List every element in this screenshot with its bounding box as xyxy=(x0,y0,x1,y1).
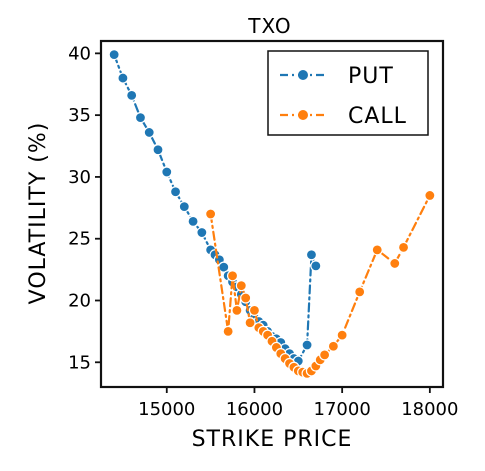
x-tick-label-1: 16000 xyxy=(226,399,283,420)
point-put-6 xyxy=(161,166,173,178)
point-put-2 xyxy=(126,89,138,101)
legend-put-label: PUT xyxy=(348,64,394,89)
legend-put-marker xyxy=(298,70,308,80)
y-tick-label-3: 30 xyxy=(68,167,91,188)
point-call-25 xyxy=(336,329,348,341)
point-put-0 xyxy=(108,48,120,61)
point-put-9 xyxy=(187,215,199,228)
point-call-27 xyxy=(371,244,383,256)
legend-call-label: CALL xyxy=(348,104,407,129)
y-axis-title: VOLATILITY (%) xyxy=(26,122,51,305)
point-put-3 xyxy=(134,112,147,124)
y-tick-label-1: 20 xyxy=(68,291,91,312)
x-tick-label-3: 18000 xyxy=(401,399,458,420)
series-layer xyxy=(108,48,436,380)
chart-title: TXO xyxy=(247,14,291,38)
point-call-26 xyxy=(354,286,366,298)
y-tick-label-0: 15 xyxy=(68,352,91,373)
x-axis-title: STRIKE PRICE xyxy=(192,427,353,452)
y-axis-ticks: 15 20 25 30 35 40 xyxy=(68,43,101,373)
y-tick-label-5: 40 xyxy=(68,43,91,64)
point-call-1 xyxy=(222,325,234,337)
point-put-1 xyxy=(117,72,129,84)
point-call-5 xyxy=(240,292,252,304)
point-put-5 xyxy=(152,144,164,156)
x-tick-label-0: 15000 xyxy=(138,399,195,420)
point-put-8 xyxy=(178,200,190,213)
point-put-33 xyxy=(305,249,318,261)
legend-box xyxy=(267,50,429,136)
series-call xyxy=(205,189,436,380)
y-tick-label-4: 35 xyxy=(68,105,91,126)
point-put-34 xyxy=(310,260,322,272)
point-call-24 xyxy=(327,340,339,352)
point-put-7 xyxy=(169,186,182,198)
point-call-3 xyxy=(231,304,243,316)
point-call-29 xyxy=(397,241,410,253)
legend-call-marker xyxy=(298,110,308,120)
point-call-6 xyxy=(244,317,256,329)
point-put-4 xyxy=(143,126,155,139)
point-put-32 xyxy=(301,339,313,351)
point-call-0 xyxy=(205,208,217,220)
x-axis-ticks: 15000 16000 17000 18000 xyxy=(138,387,458,420)
point-call-4 xyxy=(235,280,247,292)
point-put-10 xyxy=(196,226,208,239)
x-tick-label-2: 17000 xyxy=(314,399,371,420)
legend: PUT CALL xyxy=(267,50,429,136)
point-call-2 xyxy=(226,270,239,282)
point-call-28 xyxy=(389,257,401,270)
point-call-23 xyxy=(319,349,331,361)
y-tick-label-2: 25 xyxy=(68,229,91,250)
point-call-30 xyxy=(424,189,436,202)
point-call-7 xyxy=(248,304,261,316)
